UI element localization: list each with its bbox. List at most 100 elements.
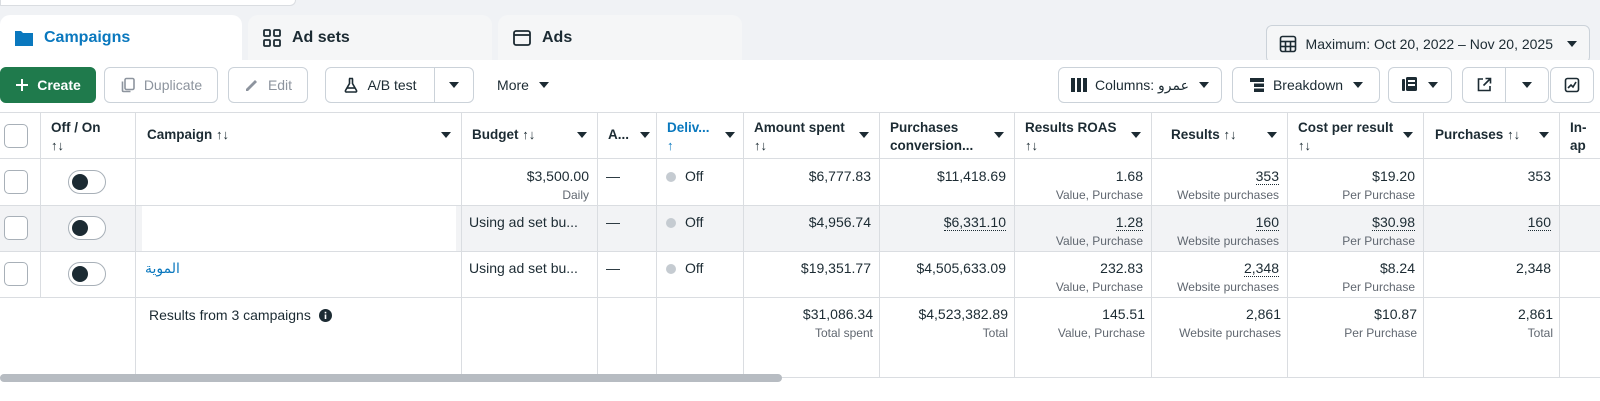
row-checkbox[interactable] — [4, 262, 28, 286]
plus-icon — [15, 78, 29, 92]
column-header-delivery-label: Deliv... — [667, 120, 710, 135]
tab-campaigns[interactable]: Campaigns — [0, 15, 242, 60]
divider — [1014, 112, 1015, 377]
total-purchases: 2,861 — [1517, 306, 1553, 322]
more-button[interactable]: More — [486, 67, 560, 103]
sort-icon: ↑↓ — [1507, 127, 1521, 142]
row-checkbox[interactable] — [4, 216, 28, 240]
cost-per-result-value: $19.20 — [1372, 168, 1415, 184]
results-value[interactable]: 160 — [1151, 213, 1279, 231]
campaign-toggle[interactable] — [68, 170, 106, 194]
tab-ads[interactable]: Ads — [498, 15, 742, 60]
campaign-toggle[interactable] — [68, 216, 106, 240]
campaign-name[interactable]: الموية — [145, 260, 180, 276]
column-header-results-roas[interactable]: Results ROAS ↑↓ — [1025, 112, 1151, 158]
roas-value-text: 1.28 — [1115, 214, 1143, 231]
status-dot-icon — [666, 264, 676, 274]
column-header-in-app-purchases[interactable]: In-ap purc — [1570, 112, 1600, 158]
tab-ad-sets[interactable]: Ad sets — [248, 15, 492, 60]
results-value-text: 160 — [1255, 214, 1279, 231]
sort-icon: ↑↓ — [216, 127, 230, 142]
divider — [1287, 112, 1288, 377]
column-header-purchases-conversion[interactable]: Purchases conversion... — [890, 112, 1014, 158]
date-range-label: Maximum: Oct 20, 2022 – Nov 20, 2025 — [1305, 36, 1553, 52]
ab-test-button[interactable]: A/B test — [325, 67, 435, 103]
duplicate-button-label: Duplicate — [143, 77, 203, 93]
column-header-purchases[interactable]: Purchases ↑↓ — [1435, 112, 1559, 158]
column-header-campaign[interactable]: Campaign ↑↓ — [147, 112, 461, 158]
column-header-amount-spent-label: Amount spent — [754, 120, 845, 135]
attribution-value: — — [606, 260, 620, 276]
sort-icon: ↑↓ — [754, 138, 767, 153]
calendar-table-icon — [1279, 35, 1297, 53]
divider — [656, 112, 657, 377]
column-header-in-app-line2: purc — [1570, 155, 1600, 158]
column-header-results[interactable]: Results ↑↓ — [1171, 112, 1287, 158]
column-header-budget[interactable]: Budget ↑↓ — [472, 112, 597, 158]
roas-value: 1.68 — [1115, 168, 1143, 184]
divider — [1559, 112, 1560, 377]
duplicate-button[interactable]: Duplicate — [104, 67, 218, 103]
column-header-delivery[interactable]: Deliv... ↑ — [667, 112, 743, 158]
roas-value[interactable]: 1.28 — [1014, 213, 1143, 231]
flask-icon — [343, 77, 359, 93]
sort-icon: ↑↓ — [1298, 138, 1311, 153]
search-bar-edge[interactable] — [0, 0, 296, 6]
total-roas: 145.51 — [1102, 306, 1145, 322]
ab-test-dropdown[interactable] — [434, 67, 474, 103]
chevron-down-icon — [538, 82, 549, 88]
row-hover-gap — [142, 205, 456, 251]
export-dropdown[interactable] — [1505, 67, 1549, 103]
folder-icon — [14, 28, 34, 48]
chevron-down-icon — [441, 132, 451, 138]
column-header-off-on[interactable]: Off / On ↑↓ — [51, 112, 135, 158]
cost-per-result-value: $8.24 — [1379, 260, 1415, 276]
totals-label: Results from 3 campaigns — [149, 306, 332, 326]
chevron-down-icon — [640, 132, 650, 138]
duplicate-icon — [120, 77, 136, 93]
export-button[interactable] — [1462, 67, 1506, 103]
budget-value: Using ad set bu... — [469, 214, 578, 230]
purchases-count[interactable]: 160 — [1423, 213, 1551, 231]
purchases-count: 2,348 — [1515, 260, 1551, 276]
external-link-icon — [1476, 77, 1492, 93]
info-icon[interactable] — [318, 308, 332, 326]
column-header-cost-per-result[interactable]: Cost per result ↑↓ — [1298, 112, 1423, 158]
columns-button-label: Columns: عمرو — [1095, 76, 1189, 93]
total-cost-per-result: $10.87 — [1374, 306, 1417, 322]
toggle-knob — [72, 220, 88, 236]
create-button-label: Create — [37, 77, 81, 93]
chevron-down-icon — [859, 132, 869, 138]
edit-button[interactable]: Edit — [228, 67, 308, 103]
chevron-down-icon — [994, 132, 1004, 138]
date-range-picker[interactable]: Maximum: Oct 20, 2022 – Nov 20, 2025 — [1265, 25, 1590, 63]
row-checkbox[interactable] — [4, 170, 28, 194]
results-value[interactable]: 2,348 — [1151, 259, 1279, 277]
breakdown-button[interactable]: Breakdown — [1232, 67, 1380, 103]
chevron-down-icon — [1403, 132, 1413, 138]
divider — [0, 112, 1600, 113]
reports-button[interactable] — [1388, 67, 1452, 103]
cost-per-result-value[interactable]: $30.98 — [1287, 213, 1415, 231]
divider — [461, 112, 462, 377]
charts-button[interactable] — [1550, 67, 1594, 103]
column-header-cost-per-result-label: Cost per result — [1298, 120, 1394, 135]
create-button[interactable]: Create — [0, 67, 96, 103]
amount-spent-value: $19,351.77 — [800, 260, 871, 276]
select-all-checkbox[interactable] — [4, 124, 28, 148]
grid-icon — [262, 28, 282, 48]
column-header-attribution-label: A... — [608, 127, 630, 142]
total-purchases-value-sub: Total — [982, 326, 1008, 340]
divider — [0, 158, 1600, 159]
divider — [597, 112, 598, 377]
columns-button[interactable]: Columns: عمرو — [1058, 67, 1222, 103]
results-value[interactable]: 353 — [1151, 167, 1279, 185]
amount-spent-value: $6,777.83 — [808, 168, 871, 184]
roas-value: 232.83 — [1100, 260, 1143, 276]
horizontal-scrollbar[interactable] — [0, 374, 782, 382]
column-header-attribution[interactable]: A... — [608, 112, 656, 158]
campaign-toggle[interactable] — [68, 262, 106, 286]
tab-bar: Campaigns Ad sets Ads Maximum: Oct 20, 2… — [0, 10, 1600, 63]
column-header-amount-spent[interactable]: Amount spent ↑↓ — [754, 112, 879, 158]
purchases-value[interactable]: $6,331.10 — [879, 213, 1006, 231]
